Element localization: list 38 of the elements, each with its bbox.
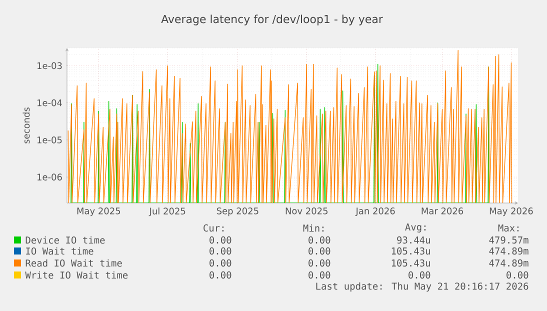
x-tick-label: Jan 2026 <box>355 208 395 216</box>
legend-label: IO Wait time <box>26 247 94 255</box>
text: 0.00 <box>308 271 330 279</box>
x-tick-label: Nov 2025 <box>286 208 328 214</box>
y-axis-title: seconds <box>22 108 30 144</box>
text: Cur: <box>204 224 224 232</box>
x-tick-label: May 2025 <box>77 208 120 216</box>
text: Avg: <box>405 224 426 232</box>
legend-label: Device IO time <box>26 236 105 244</box>
text: 474.89m <box>489 259 528 267</box>
legend-label: Write IO Wait time <box>25 271 128 279</box>
y-tick-label: 1e-06 <box>38 174 62 180</box>
text: Last update: Thu May 21 20:16:17 2026 <box>316 282 528 292</box>
text: Max: <box>498 224 519 232</box>
text: 0.00 <box>408 271 430 279</box>
text: 0.00 <box>506 271 528 279</box>
text: 0.00 <box>210 247 232 255</box>
text: 474.89m <box>489 247 528 255</box>
text: 105.43u <box>392 259 430 267</box>
text: 93.44u <box>397 236 430 244</box>
text: 0.00 <box>308 247 330 255</box>
y-tick-label: 1e-03 <box>38 62 62 70</box>
text: 0.00 <box>210 271 232 279</box>
x-tick-label: Mar 2026 <box>422 208 464 214</box>
legend-label: Read IO Wait time <box>26 259 122 267</box>
x-tick-label: May 2026 <box>490 208 533 216</box>
text: 479.57m <box>489 236 528 244</box>
y-tick-label: 1e-04 <box>38 99 62 106</box>
text: 0.00 <box>308 259 330 267</box>
text: 105.43u <box>392 247 430 255</box>
y-tick-label: 1e-05 <box>38 136 62 144</box>
x-tick-label: Sep 2025 <box>216 208 258 216</box>
text: Min: <box>303 224 324 232</box>
x-tick-label: Jul 2025 <box>148 208 186 216</box>
text: 0.00 <box>210 236 232 244</box>
text: 0.00 <box>308 236 330 244</box>
chart-title: Average latency for /dev/loop1 - by year <box>161 14 383 26</box>
text: 0.00 <box>210 259 232 267</box>
